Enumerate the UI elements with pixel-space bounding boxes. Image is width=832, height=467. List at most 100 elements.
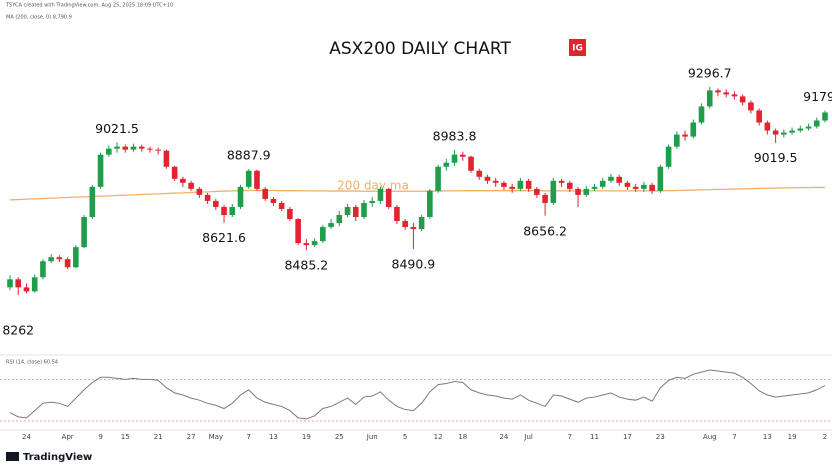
candle-body: [344, 206, 351, 215]
candle-body: [114, 146, 120, 149]
x-tick-label: 23: [656, 433, 665, 441]
x-tick-label: 24: [499, 433, 508, 441]
candle-body: [706, 90, 713, 107]
candle-body: [723, 92, 730, 95]
candle-body: [781, 132, 787, 135]
candle-body: [665, 146, 672, 167]
candle-body: [254, 170, 260, 189]
candle-body: [674, 134, 680, 147]
candle-body: [245, 170, 252, 187]
candle-body: [287, 208, 293, 220]
x-tick-label: 7: [732, 433, 736, 441]
candle-body: [764, 122, 771, 131]
candle-body: [155, 149, 161, 151]
candle-body: [657, 166, 664, 191]
candle-body: [632, 186, 639, 189]
candle-body: [311, 241, 318, 246]
candle-body: [64, 259, 71, 268]
x-tick-label: Jun: [366, 433, 378, 441]
candle-body: [509, 186, 515, 189]
footer-logo: TradingView: [6, 452, 92, 463]
candle-body: [715, 90, 721, 93]
x-tick-label: May: [209, 433, 223, 441]
candle-body: [410, 227, 417, 230]
candle-body: [690, 122, 697, 137]
candle-body: [48, 257, 54, 262]
candle-body: [739, 96, 746, 103]
candle-body: [188, 182, 194, 189]
candle-body: [789, 130, 795, 133]
candle-body: [805, 126, 812, 129]
candle-body: [731, 94, 738, 97]
candle-body: [328, 223, 334, 228]
price-annotation: 9179.9: [803, 89, 832, 104]
candle-body: [797, 128, 804, 131]
candle-body: [599, 180, 606, 187]
candle-body: [97, 154, 104, 187]
candle-body: [31, 277, 38, 292]
candle-body: [295, 219, 301, 244]
footer-icon: [6, 452, 19, 461]
x-tick-label: 24: [22, 433, 31, 441]
candle-body: [616, 176, 622, 183]
x-tick-label: 11: [590, 433, 599, 441]
chart-title: ASX200 DAILY CHART: [329, 39, 511, 59]
candle-body: [418, 217, 425, 230]
price-annotation: 9019.5: [754, 150, 798, 165]
candle-body: [81, 217, 87, 248]
candle-body: [303, 243, 310, 246]
candle-body: [147, 148, 153, 150]
candle-body: [608, 176, 614, 181]
x-tick-label: 19: [302, 433, 311, 441]
candle-body: [443, 162, 450, 167]
x-tick-label: Apr: [62, 433, 74, 441]
header-line: TSYCA created with TradingView.com, Aug …: [5, 3, 173, 9]
candle-body: [229, 206, 236, 215]
candle-body: [171, 166, 178, 179]
candle-body: [15, 279, 22, 288]
price-annotation: 8621.6: [202, 230, 246, 245]
candle-body: [435, 166, 441, 191]
candle-body: [237, 186, 244, 207]
candle-body: [591, 186, 598, 189]
candle-body: [748, 102, 754, 111]
price-annotation: 9296.7: [688, 66, 732, 81]
candle-body: [336, 214, 343, 224]
candle-body: [566, 182, 573, 189]
x-tick-label: 13: [269, 433, 278, 441]
candle-body: [163, 150, 170, 167]
candle-body: [501, 182, 507, 187]
candle-body: [484, 176, 491, 181]
candle-body: [385, 188, 392, 207]
candle-body: [270, 198, 277, 203]
candle-body: [361, 202, 367, 218]
candle-body: [558, 180, 565, 183]
candle-body: [459, 154, 466, 157]
candle-body: [534, 188, 540, 195]
candle-body: [204, 194, 211, 201]
logo: IG: [572, 44, 583, 54]
rsi-legend: RSI (14, close) 60.54: [6, 360, 58, 366]
candle-body: [583, 188, 590, 195]
candle-body: [476, 170, 483, 177]
price-annotation: 8983.8: [433, 128, 477, 143]
ma-line: [9, 186, 825, 201]
x-tick-label: 5: [403, 433, 407, 441]
logo-box: [569, 39, 586, 56]
candle-body: [7, 279, 13, 288]
x-tick-label: 13: [763, 433, 772, 441]
x-tick-label: 21: [154, 433, 163, 441]
candle-body: [451, 154, 458, 163]
candle-body: [575, 188, 581, 195]
candle-body: [352, 206, 359, 218]
x-tick-label: 9: [98, 433, 102, 441]
price-annotation: 8887.9: [227, 148, 271, 163]
candle-body: [402, 221, 408, 228]
x-tick-label: 7: [247, 433, 251, 441]
candle-body: [822, 112, 828, 121]
candle-body: [89, 186, 96, 218]
candle-body: [369, 200, 376, 203]
price-annotation: 8485.2: [284, 258, 328, 273]
